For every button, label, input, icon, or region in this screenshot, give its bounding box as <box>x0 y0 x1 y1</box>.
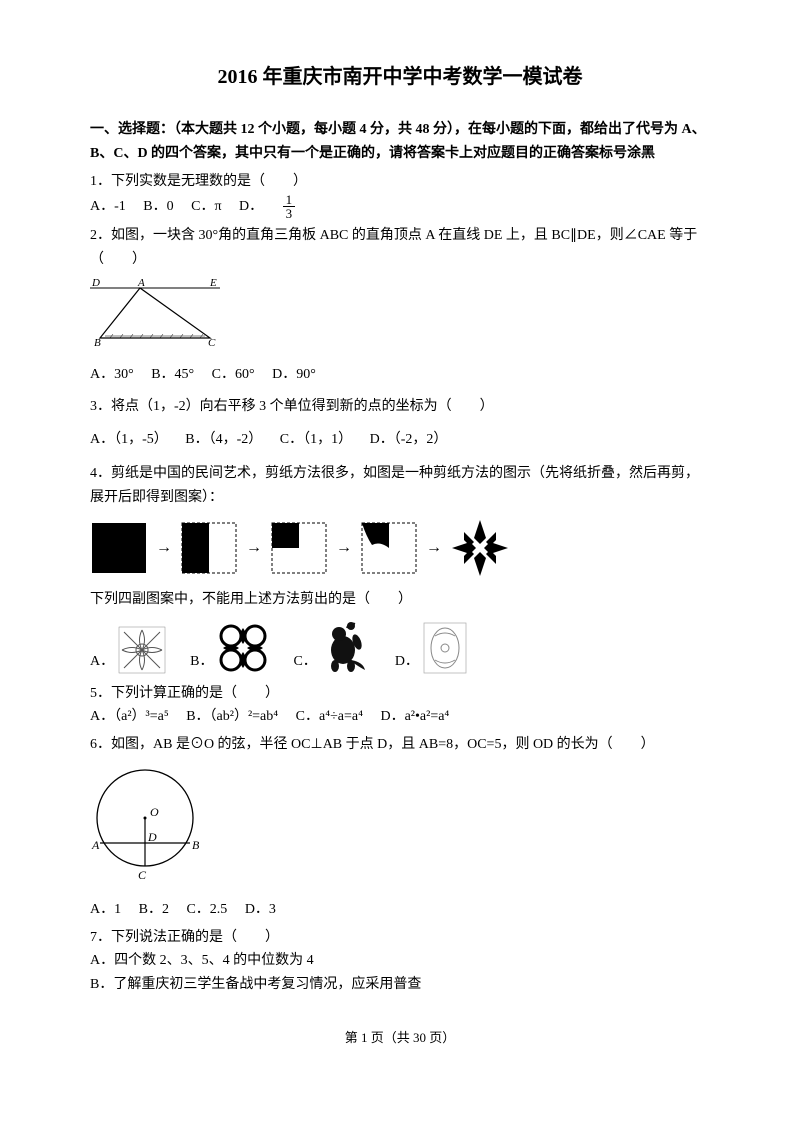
q5-opt-b: B．（ab²）²=ab⁴ <box>186 709 278 724</box>
q6-figure: O D A B C <box>90 763 710 892</box>
q3-opt-d: D．（-2，2） <box>370 432 448 447</box>
question-1: 1．下列实数是无理数的是（ ） A．-1 B．0 C．π D． 1 3 <box>90 170 710 221</box>
page-title: 2016 年重庆市南开中学中考数学一模试卷 <box>90 60 710 94</box>
q3-opt-b: B．（4，-2） <box>185 432 262 447</box>
svg-text:B: B <box>192 838 200 852</box>
q2-opt-d: D．90° <box>272 367 316 382</box>
q2-opt-b: B．45° <box>151 367 194 382</box>
q2-opt-c: C．60° <box>212 367 255 382</box>
q1-options: A．-1 B．0 C．π D． 1 3 <box>90 193 710 220</box>
q4-opt-b: B． <box>190 650 213 674</box>
svg-text:C: C <box>138 868 147 882</box>
fraction-icon: 1 3 <box>283 193 310 220</box>
frac-den: 3 <box>283 207 296 220</box>
q4-fold-diagram: → → → → <box>90 518 710 578</box>
fold-step-2 <box>180 521 238 575</box>
question-3: 3．将点（1，-2）向右平移 3 个单位得到新的点的坐标为（ ） A．（1，-5… <box>90 395 710 453</box>
q2-options: A．30° B．45° C．60° D．90° <box>90 363 710 387</box>
q4-options: A． B． C． <box>90 620 710 674</box>
svg-text:D: D <box>91 278 100 289</box>
arrow-icon: → <box>426 534 442 561</box>
q1-text: 1．下列实数是无理数的是（ ） <box>90 170 710 194</box>
svg-text:E: E <box>209 278 217 289</box>
q5-opt-d: D．a²•a²=a⁴ <box>380 709 449 724</box>
q7-opt-a: A．四个数 2、3、5、4 的中位数为 4 <box>90 949 710 973</box>
q5-options: A．（a²）³=a⁵ B．（ab²）²=ab⁴ C．a⁴÷a=a⁴ D．a²•a… <box>90 705 710 729</box>
fold-step-3 <box>270 521 328 575</box>
q2-opt-a: A．30° <box>90 367 134 382</box>
pattern-d-icon <box>423 622 467 674</box>
q4-opt-d: D． <box>395 650 419 674</box>
q3-text: 3．将点（1，-2）向右平移 3 个单位得到新的点的坐标为（ ） <box>90 395 710 419</box>
question-7: 7．下列说法正确的是（ ） A．四个数 2、3、5、4 的中位数为 4 B．了解… <box>90 926 710 997</box>
question-4: 4．剪纸是中国的民间艺术，剪纸方法很多，如图是一种剪纸方法的图示（先将纸折叠，然… <box>90 462 710 673</box>
q3-options: A．（1，-5） B．（4，-2） C．（1，1） D．（-2，2） <box>90 428 710 452</box>
svg-text:B: B <box>94 337 101 348</box>
q7-text: 7．下列说法正确的是（ ） <box>90 926 710 950</box>
q1-opt-d: D． 1 3 <box>239 199 323 214</box>
section-heading: 一、选择题：（本大题共 12 个小题，每小题 4 分，共 48 分），在每小题的… <box>90 118 710 166</box>
q4-text2: 下列四副图案中，不能用上述方法剪出的是（ ） <box>90 588 710 612</box>
question-2: 2．如图，一块含 30°角的直角三角板 ABC 的直角顶点 A 在直线 DE 上… <box>90 224 710 386</box>
pattern-b-icon <box>217 622 269 674</box>
fold-step-4 <box>360 521 418 575</box>
q6-opt-c: C．2.5 <box>186 902 227 917</box>
q1-opt-d-label: D． <box>239 199 263 214</box>
fold-step-1 <box>90 521 148 575</box>
q6-opt-a: A．1 <box>90 902 121 917</box>
q3-opt-c: C．（1，1） <box>280 432 352 447</box>
pattern-a-icon <box>118 626 166 674</box>
arrow-icon: → <box>336 534 352 561</box>
q2-figure: D E A B C <box>90 278 710 357</box>
arrow-icon: → <box>246 534 262 561</box>
q1-opt-a: A．-1 <box>90 199 126 214</box>
q4-text1: 4．剪纸是中国的民间艺术，剪纸方法很多，如图是一种剪纸方法的图示（先将纸折叠，然… <box>90 462 710 510</box>
question-5: 5．下列计算正确的是（ ） A．（a²）³=a⁵ B．（ab²）²=ab⁴ C．… <box>90 682 710 730</box>
page-footer: 第 1 页（共 30 页） <box>90 1027 710 1049</box>
q5-text: 5．下列计算正确的是（ ） <box>90 682 710 706</box>
frac-num: 1 <box>283 193 296 207</box>
svg-text:C: C <box>208 337 216 348</box>
q1-opt-c: C．π <box>191 199 221 214</box>
arrow-icon: → <box>156 534 172 561</box>
q4-opt-c: C． <box>293 650 316 674</box>
svg-text:D: D <box>147 830 157 844</box>
q7-opt-b: B．了解重庆初三学生备战中考复习情况，应采用普查 <box>90 973 710 997</box>
svg-text:O: O <box>150 805 159 819</box>
pattern-c-icon <box>321 620 371 674</box>
q5-opt-c: C．a⁴÷a=a⁴ <box>296 709 363 724</box>
q3-opt-a: A．（1，-5） <box>90 432 168 447</box>
q5-opt-a: A．（a²）³=a⁵ <box>90 709 169 724</box>
q6-text: 6．如图，AB 是⊙O 的弦，半径 OC⊥AB 于点 D，且 AB=8，OC=5… <box>90 733 710 757</box>
q4-opt-a: A． <box>90 650 114 674</box>
fold-result <box>450 518 510 578</box>
q2-text: 2．如图，一块含 30°角的直角三角板 ABC 的直角顶点 A 在直线 DE 上… <box>90 224 710 272</box>
q6-opt-b: B．2 <box>139 902 169 917</box>
q1-opt-b: B．0 <box>143 199 173 214</box>
question-6: 6．如图，AB 是⊙O 的弦，半径 OC⊥AB 于点 D，且 AB=8，OC=5… <box>90 733 710 921</box>
q6-opt-d: D．3 <box>245 902 276 917</box>
svg-text:A: A <box>137 278 145 289</box>
q6-options: A．1 B．2 C．2.5 D．3 <box>90 898 710 922</box>
svg-text:A: A <box>91 838 100 852</box>
